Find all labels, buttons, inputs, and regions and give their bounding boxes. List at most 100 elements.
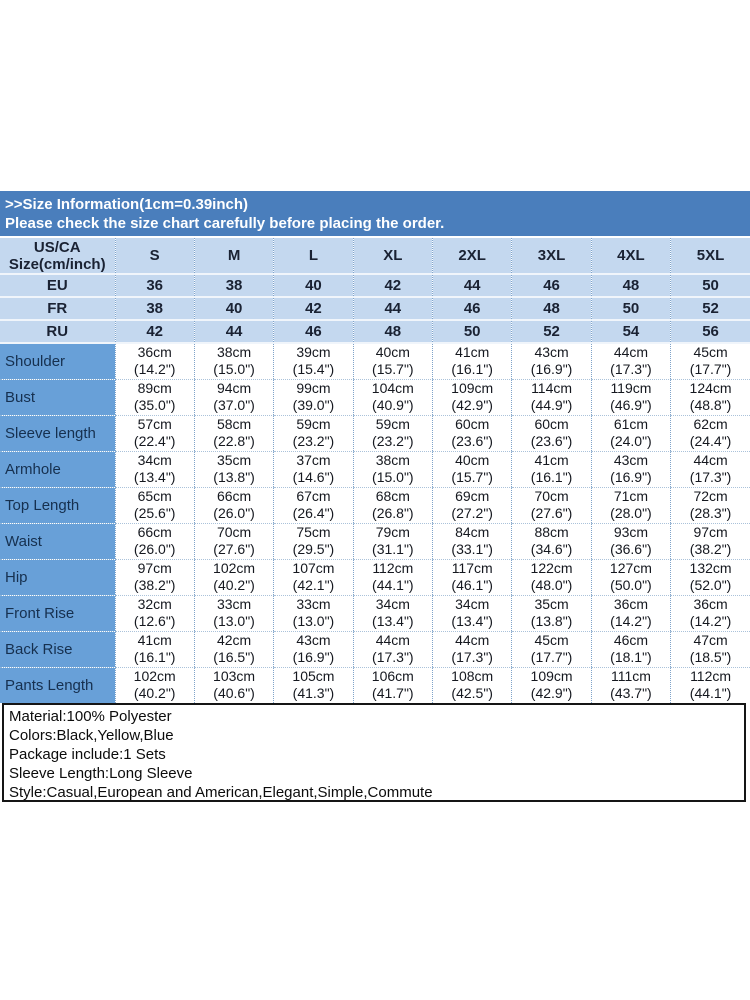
measurement-value-cell: 97cm (38.2")	[670, 523, 750, 560]
measurement-inch: (48.8")	[689, 397, 732, 413]
size-header-row: US/CA Size(cm/inch) S M L XL 2XL 3XL 4XL 5XL	[0, 238, 750, 275]
measurement-value-cell: 43cm (16.9")	[511, 343, 592, 380]
measurement-cm: 75cm	[296, 524, 331, 540]
size-column-header: L	[273, 238, 354, 275]
measurement-value-cell: 44cm (17.3")	[431, 631, 512, 668]
measurement-value-cell: 36cm (14.2")	[670, 595, 750, 632]
measurement-cm: 89cm	[137, 380, 172, 396]
measurement-row: Top Length 65cm (25.6") 66cm (26.0") 67cm (26.…	[0, 487, 750, 524]
measurement-cm: 38cm	[375, 452, 410, 468]
measurement-cm: 109cm	[451, 380, 494, 396]
measurement-value-cell: 42cm (16.5")	[193, 631, 274, 668]
measurement-inch: (16.9")	[610, 469, 652, 485]
measurement-value-cell: 65cm (25.6")	[114, 487, 195, 524]
measurement-cm: 106cm	[371, 668, 414, 685]
measurement-cm: 71cm	[613, 488, 649, 504]
measurement-inch: (44.1")	[372, 577, 414, 593]
measurement-cm: 45cm	[693, 344, 728, 361]
measurement-value-cell: 66cm (26.0")	[114, 523, 195, 560]
measurement-value-cell: 40cm (15.7")	[352, 343, 433, 380]
conversion-row-label: EU	[0, 274, 115, 298]
measurement-cm: 60cm	[455, 416, 490, 432]
conversion-value-cell: 46	[273, 320, 354, 344]
measurement-inch: (40.9")	[372, 397, 414, 413]
conversion-row: FR 38 40 42 44 46 48 50 52	[0, 297, 750, 321]
conversion-value-cell: 42	[273, 297, 354, 321]
conversion-value-cell: 46	[431, 297, 512, 321]
measurement-row-label: Back Rise	[0, 631, 115, 668]
measurement-inch: (52.0")	[689, 577, 732, 593]
measurement-inch: (15.7")	[372, 361, 414, 378]
measurement-value-cell: 97cm (38.2")	[114, 559, 195, 596]
measurement-row-label: Hip	[0, 559, 115, 596]
measurement-inch: (46.1")	[451, 577, 493, 593]
measurement-cm: 43cm	[613, 452, 649, 468]
measurement-inch: (40.6")	[213, 685, 255, 702]
conversion-value-cell: 46	[511, 274, 592, 298]
measurement-inch: (14.2")	[689, 613, 732, 629]
size-column-header: M	[193, 238, 274, 275]
measurement-value-cell: 37cm (14.6")	[273, 451, 354, 488]
banner-title: >>Size Information(1cm=0.39inch)	[5, 196, 248, 213]
measurement-cm: 72cm	[693, 488, 728, 504]
size-column-header: 2XL	[431, 238, 512, 275]
measurement-value-cell: 41cm (16.1")	[114, 631, 195, 668]
conversion-value-cell: 54	[590, 320, 671, 344]
measurement-inch: (13.4")	[372, 613, 414, 629]
measurement-value-cell: 102cm (40.2")	[193, 559, 274, 596]
measurement-cm: 40cm	[375, 344, 410, 361]
measurement-cm: 36cm	[693, 596, 728, 612]
measurement-value-cell: 66cm (26.0")	[193, 487, 274, 524]
measurement-inch: (28.3")	[689, 505, 732, 521]
measurement-inch: (22.8")	[213, 433, 255, 449]
measurement-inch: (18.1")	[610, 649, 652, 665]
measurement-row: Hip 97cm (38.2") 102cm (40.2") 107cm (42.1") 11…	[0, 559, 750, 596]
measurement-value-cell: 32cm (12.6")	[114, 595, 195, 632]
measurement-value-cell: 111cm (43.7")	[590, 667, 671, 703]
conversion-value-cell: 50	[670, 274, 750, 298]
measurement-value-cell: 62cm (24.4")	[670, 415, 750, 452]
measurement-cm: 44cm	[375, 632, 410, 648]
measurement-inch: (46.9")	[610, 397, 652, 413]
measurement-cm: 47cm	[693, 632, 728, 648]
size-column-header: 5XL	[670, 238, 750, 275]
measurement-inch: (23.6")	[451, 433, 493, 449]
measurement-cm: 112cm	[690, 668, 732, 685]
measurement-inch: (41.7")	[372, 685, 414, 702]
measurement-cm: 102cm	[133, 668, 176, 685]
measurement-cm: 41cm	[137, 632, 172, 648]
measurement-cm: 44cm	[455, 632, 490, 648]
measurement-cm: 33cm	[216, 596, 252, 612]
measurement-inch: (27.6")	[213, 541, 255, 557]
measurement-value-cell: 112cm (44.1")	[352, 559, 433, 596]
measurement-inch: (17.7")	[689, 361, 732, 378]
measurement-cm: 44cm	[613, 344, 649, 361]
measurement-row: Shoulder 36cm (14.2") 38cm (15.0") 39cm (15.4"…	[0, 343, 750, 380]
measurement-value-cell: 68cm (26.8")	[352, 487, 433, 524]
measurement-inch: (25.6")	[133, 505, 176, 521]
measurement-value-cell: 39cm (15.4")	[273, 343, 354, 380]
measurement-row-label: Bust	[0, 379, 115, 416]
measurement-inch: (14.6")	[292, 469, 335, 485]
measurement-cm: 103cm	[213, 668, 256, 685]
measurement-cm: 59cm	[375, 416, 410, 432]
measurement-cm: 88cm	[534, 524, 569, 540]
measurement-inch: (13.8")	[213, 469, 255, 485]
measurement-cm: 40cm	[455, 452, 490, 468]
measurement-cm: 42cm	[216, 632, 252, 648]
measurement-value-cell: 105cm (41.3")	[273, 667, 354, 703]
conversion-value-cell: 50	[431, 320, 512, 344]
measurement-inch: (28.0")	[610, 505, 652, 521]
measurement-value-cell: 71cm (28.0")	[590, 487, 671, 524]
measurement-cm: 108cm	[451, 668, 494, 685]
measurement-cm: 94cm	[216, 380, 252, 396]
measurement-inch: (24.0")	[610, 433, 652, 449]
measurement-cm: 41cm	[455, 344, 490, 361]
conversion-value-cell: 56	[670, 320, 750, 344]
size-column-header: S	[114, 238, 195, 275]
measurement-value-cell: 41cm (16.1")	[431, 343, 512, 380]
size-table: US/CA Size(cm/inch) S M L XL 2XL 3XL 4XL 5XL EU 36 3…	[0, 238, 750, 703]
measurement-cm: 34cm	[375, 596, 410, 612]
measurement-cm: 111cm	[610, 668, 651, 685]
